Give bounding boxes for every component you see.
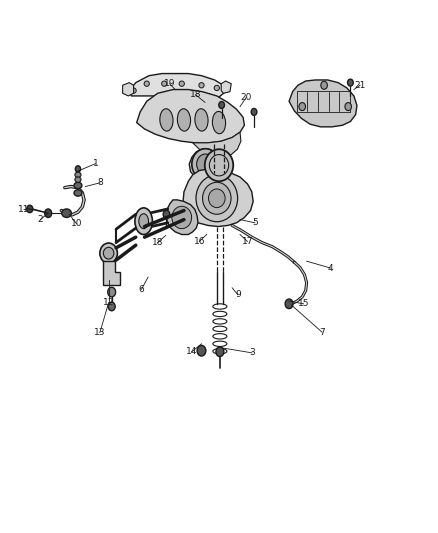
Text: 18: 18 (190, 91, 201, 99)
Ellipse shape (197, 345, 206, 356)
Ellipse shape (75, 166, 81, 172)
Ellipse shape (219, 101, 225, 109)
Text: 1: 1 (92, 159, 99, 168)
Ellipse shape (197, 154, 214, 174)
Ellipse shape (199, 83, 204, 88)
Ellipse shape (216, 347, 224, 357)
Ellipse shape (45, 209, 52, 217)
Ellipse shape (74, 190, 82, 196)
Text: 17: 17 (242, 237, 253, 246)
Ellipse shape (196, 175, 237, 222)
Text: 20: 20 (240, 93, 252, 102)
Ellipse shape (162, 81, 167, 86)
Ellipse shape (177, 109, 191, 131)
Ellipse shape (214, 85, 219, 91)
Text: 13: 13 (94, 328, 106, 337)
Text: 14: 14 (186, 348, 198, 356)
Ellipse shape (163, 211, 170, 219)
Text: 12: 12 (103, 298, 114, 307)
Ellipse shape (285, 299, 293, 309)
Ellipse shape (205, 149, 233, 181)
Ellipse shape (348, 79, 353, 86)
Polygon shape (221, 81, 231, 93)
Ellipse shape (108, 287, 116, 297)
Ellipse shape (144, 81, 149, 86)
Text: 7: 7 (319, 328, 325, 336)
Text: 2: 2 (38, 215, 43, 224)
Ellipse shape (75, 172, 81, 177)
Text: 5: 5 (252, 219, 258, 227)
Ellipse shape (75, 177, 81, 182)
Text: 16: 16 (194, 237, 205, 246)
Ellipse shape (62, 209, 71, 217)
Polygon shape (137, 90, 244, 143)
Ellipse shape (108, 302, 115, 311)
Ellipse shape (321, 82, 328, 90)
Text: 15: 15 (298, 300, 309, 308)
Polygon shape (189, 149, 221, 180)
Text: 19: 19 (164, 79, 175, 88)
Polygon shape (166, 200, 198, 235)
Text: 6: 6 (138, 285, 145, 294)
Polygon shape (289, 80, 357, 127)
Ellipse shape (172, 206, 191, 229)
Ellipse shape (299, 102, 305, 110)
Text: 10: 10 (71, 220, 82, 228)
Polygon shape (123, 83, 134, 96)
Ellipse shape (103, 247, 114, 259)
Ellipse shape (131, 88, 136, 93)
Ellipse shape (27, 205, 33, 213)
Ellipse shape (74, 182, 82, 189)
Ellipse shape (212, 111, 226, 134)
Ellipse shape (208, 189, 225, 207)
Text: 18: 18 (152, 238, 163, 247)
Text: 11: 11 (18, 205, 30, 214)
Polygon shape (193, 132, 241, 157)
Polygon shape (129, 74, 226, 99)
Ellipse shape (179, 81, 184, 86)
Ellipse shape (251, 109, 257, 116)
Ellipse shape (202, 182, 231, 214)
Text: 4: 4 (328, 264, 333, 272)
Ellipse shape (192, 149, 219, 180)
Text: 21: 21 (354, 81, 366, 90)
Text: 3: 3 (249, 349, 255, 357)
Text: 8: 8 (97, 179, 103, 187)
Polygon shape (103, 261, 120, 285)
Ellipse shape (160, 109, 173, 131)
Ellipse shape (135, 208, 152, 235)
Ellipse shape (139, 214, 148, 229)
Polygon shape (183, 169, 253, 227)
Text: 9: 9 (235, 290, 241, 299)
Ellipse shape (195, 109, 208, 131)
Ellipse shape (345, 102, 352, 110)
Ellipse shape (100, 243, 117, 263)
